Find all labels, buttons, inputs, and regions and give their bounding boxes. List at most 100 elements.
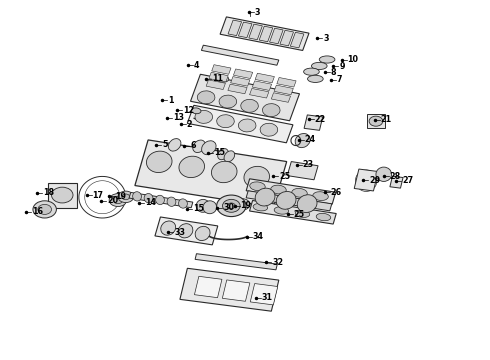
Ellipse shape [295, 134, 310, 148]
Polygon shape [206, 80, 225, 90]
Polygon shape [233, 69, 253, 78]
Text: 25: 25 [294, 210, 305, 219]
Polygon shape [354, 169, 378, 191]
Ellipse shape [295, 210, 310, 217]
Ellipse shape [178, 199, 187, 208]
Polygon shape [255, 73, 274, 83]
Ellipse shape [369, 116, 383, 126]
Text: 16: 16 [32, 207, 43, 216]
Text: 28: 28 [390, 172, 401, 181]
Ellipse shape [218, 149, 228, 160]
Ellipse shape [122, 194, 130, 200]
Text: 19: 19 [241, 201, 251, 210]
Text: 21: 21 [381, 115, 392, 124]
Polygon shape [135, 140, 287, 207]
Ellipse shape [316, 213, 331, 221]
Text: 9: 9 [339, 62, 345, 71]
Ellipse shape [38, 204, 51, 215]
Text: 7: 7 [337, 76, 343, 85]
Text: 24: 24 [305, 135, 316, 144]
Ellipse shape [217, 115, 234, 128]
Ellipse shape [144, 193, 153, 203]
Text: 26: 26 [331, 188, 342, 197]
Ellipse shape [253, 203, 268, 211]
Polygon shape [252, 81, 271, 90]
Text: 29: 29 [369, 176, 380, 185]
Ellipse shape [234, 199, 250, 210]
Polygon shape [367, 114, 385, 128]
Text: 20: 20 [107, 196, 119, 205]
Text: 22: 22 [315, 114, 326, 123]
Text: 34: 34 [253, 232, 264, 241]
Ellipse shape [51, 187, 73, 203]
Text: 3: 3 [323, 34, 329, 43]
Polygon shape [304, 115, 323, 130]
Ellipse shape [376, 167, 392, 181]
Ellipse shape [313, 192, 328, 201]
Ellipse shape [195, 226, 210, 240]
Ellipse shape [244, 166, 270, 188]
Text: 23: 23 [303, 161, 314, 170]
Ellipse shape [255, 188, 275, 206]
Ellipse shape [276, 192, 296, 209]
Polygon shape [228, 20, 242, 36]
Text: 4: 4 [194, 61, 200, 70]
Ellipse shape [179, 156, 204, 177]
Ellipse shape [193, 140, 205, 153]
Polygon shape [191, 74, 299, 121]
Polygon shape [277, 77, 296, 87]
Ellipse shape [203, 201, 217, 214]
Polygon shape [287, 162, 318, 180]
Ellipse shape [319, 56, 335, 63]
Polygon shape [280, 30, 294, 46]
Ellipse shape [224, 151, 235, 162]
Ellipse shape [217, 195, 246, 217]
Polygon shape [249, 201, 336, 224]
Polygon shape [180, 268, 279, 311]
Text: 5: 5 [162, 140, 168, 149]
Ellipse shape [133, 192, 142, 201]
Ellipse shape [33, 201, 56, 218]
Polygon shape [259, 26, 273, 42]
Polygon shape [246, 179, 336, 204]
Text: 2: 2 [187, 120, 193, 129]
Polygon shape [129, 193, 193, 208]
Ellipse shape [274, 207, 289, 214]
Text: 32: 32 [272, 258, 284, 267]
Polygon shape [155, 217, 218, 245]
Text: 12: 12 [183, 106, 194, 115]
Ellipse shape [197, 91, 215, 104]
Text: 15: 15 [193, 204, 204, 213]
Text: 11: 11 [212, 75, 223, 84]
Ellipse shape [109, 194, 127, 207]
Polygon shape [195, 254, 277, 270]
Ellipse shape [169, 139, 181, 151]
Polygon shape [209, 72, 228, 82]
Ellipse shape [271, 185, 286, 194]
Polygon shape [212, 65, 231, 74]
Text: 30: 30 [223, 203, 234, 212]
Polygon shape [195, 276, 222, 298]
Polygon shape [222, 280, 250, 301]
Ellipse shape [219, 95, 237, 108]
Ellipse shape [167, 197, 176, 206]
Text: 1: 1 [168, 96, 173, 105]
Polygon shape [249, 24, 262, 40]
Text: 31: 31 [262, 293, 272, 302]
Ellipse shape [156, 195, 165, 204]
Polygon shape [187, 105, 293, 143]
Ellipse shape [308, 75, 323, 82]
Polygon shape [231, 77, 250, 86]
Ellipse shape [239, 119, 256, 132]
Ellipse shape [215, 75, 229, 82]
Polygon shape [220, 17, 309, 50]
Polygon shape [250, 284, 278, 305]
Ellipse shape [212, 161, 237, 183]
Ellipse shape [292, 188, 307, 197]
Polygon shape [249, 89, 269, 98]
Polygon shape [271, 93, 291, 102]
Ellipse shape [191, 108, 201, 114]
Polygon shape [390, 176, 403, 188]
Ellipse shape [201, 141, 216, 155]
Text: 8: 8 [331, 68, 337, 77]
